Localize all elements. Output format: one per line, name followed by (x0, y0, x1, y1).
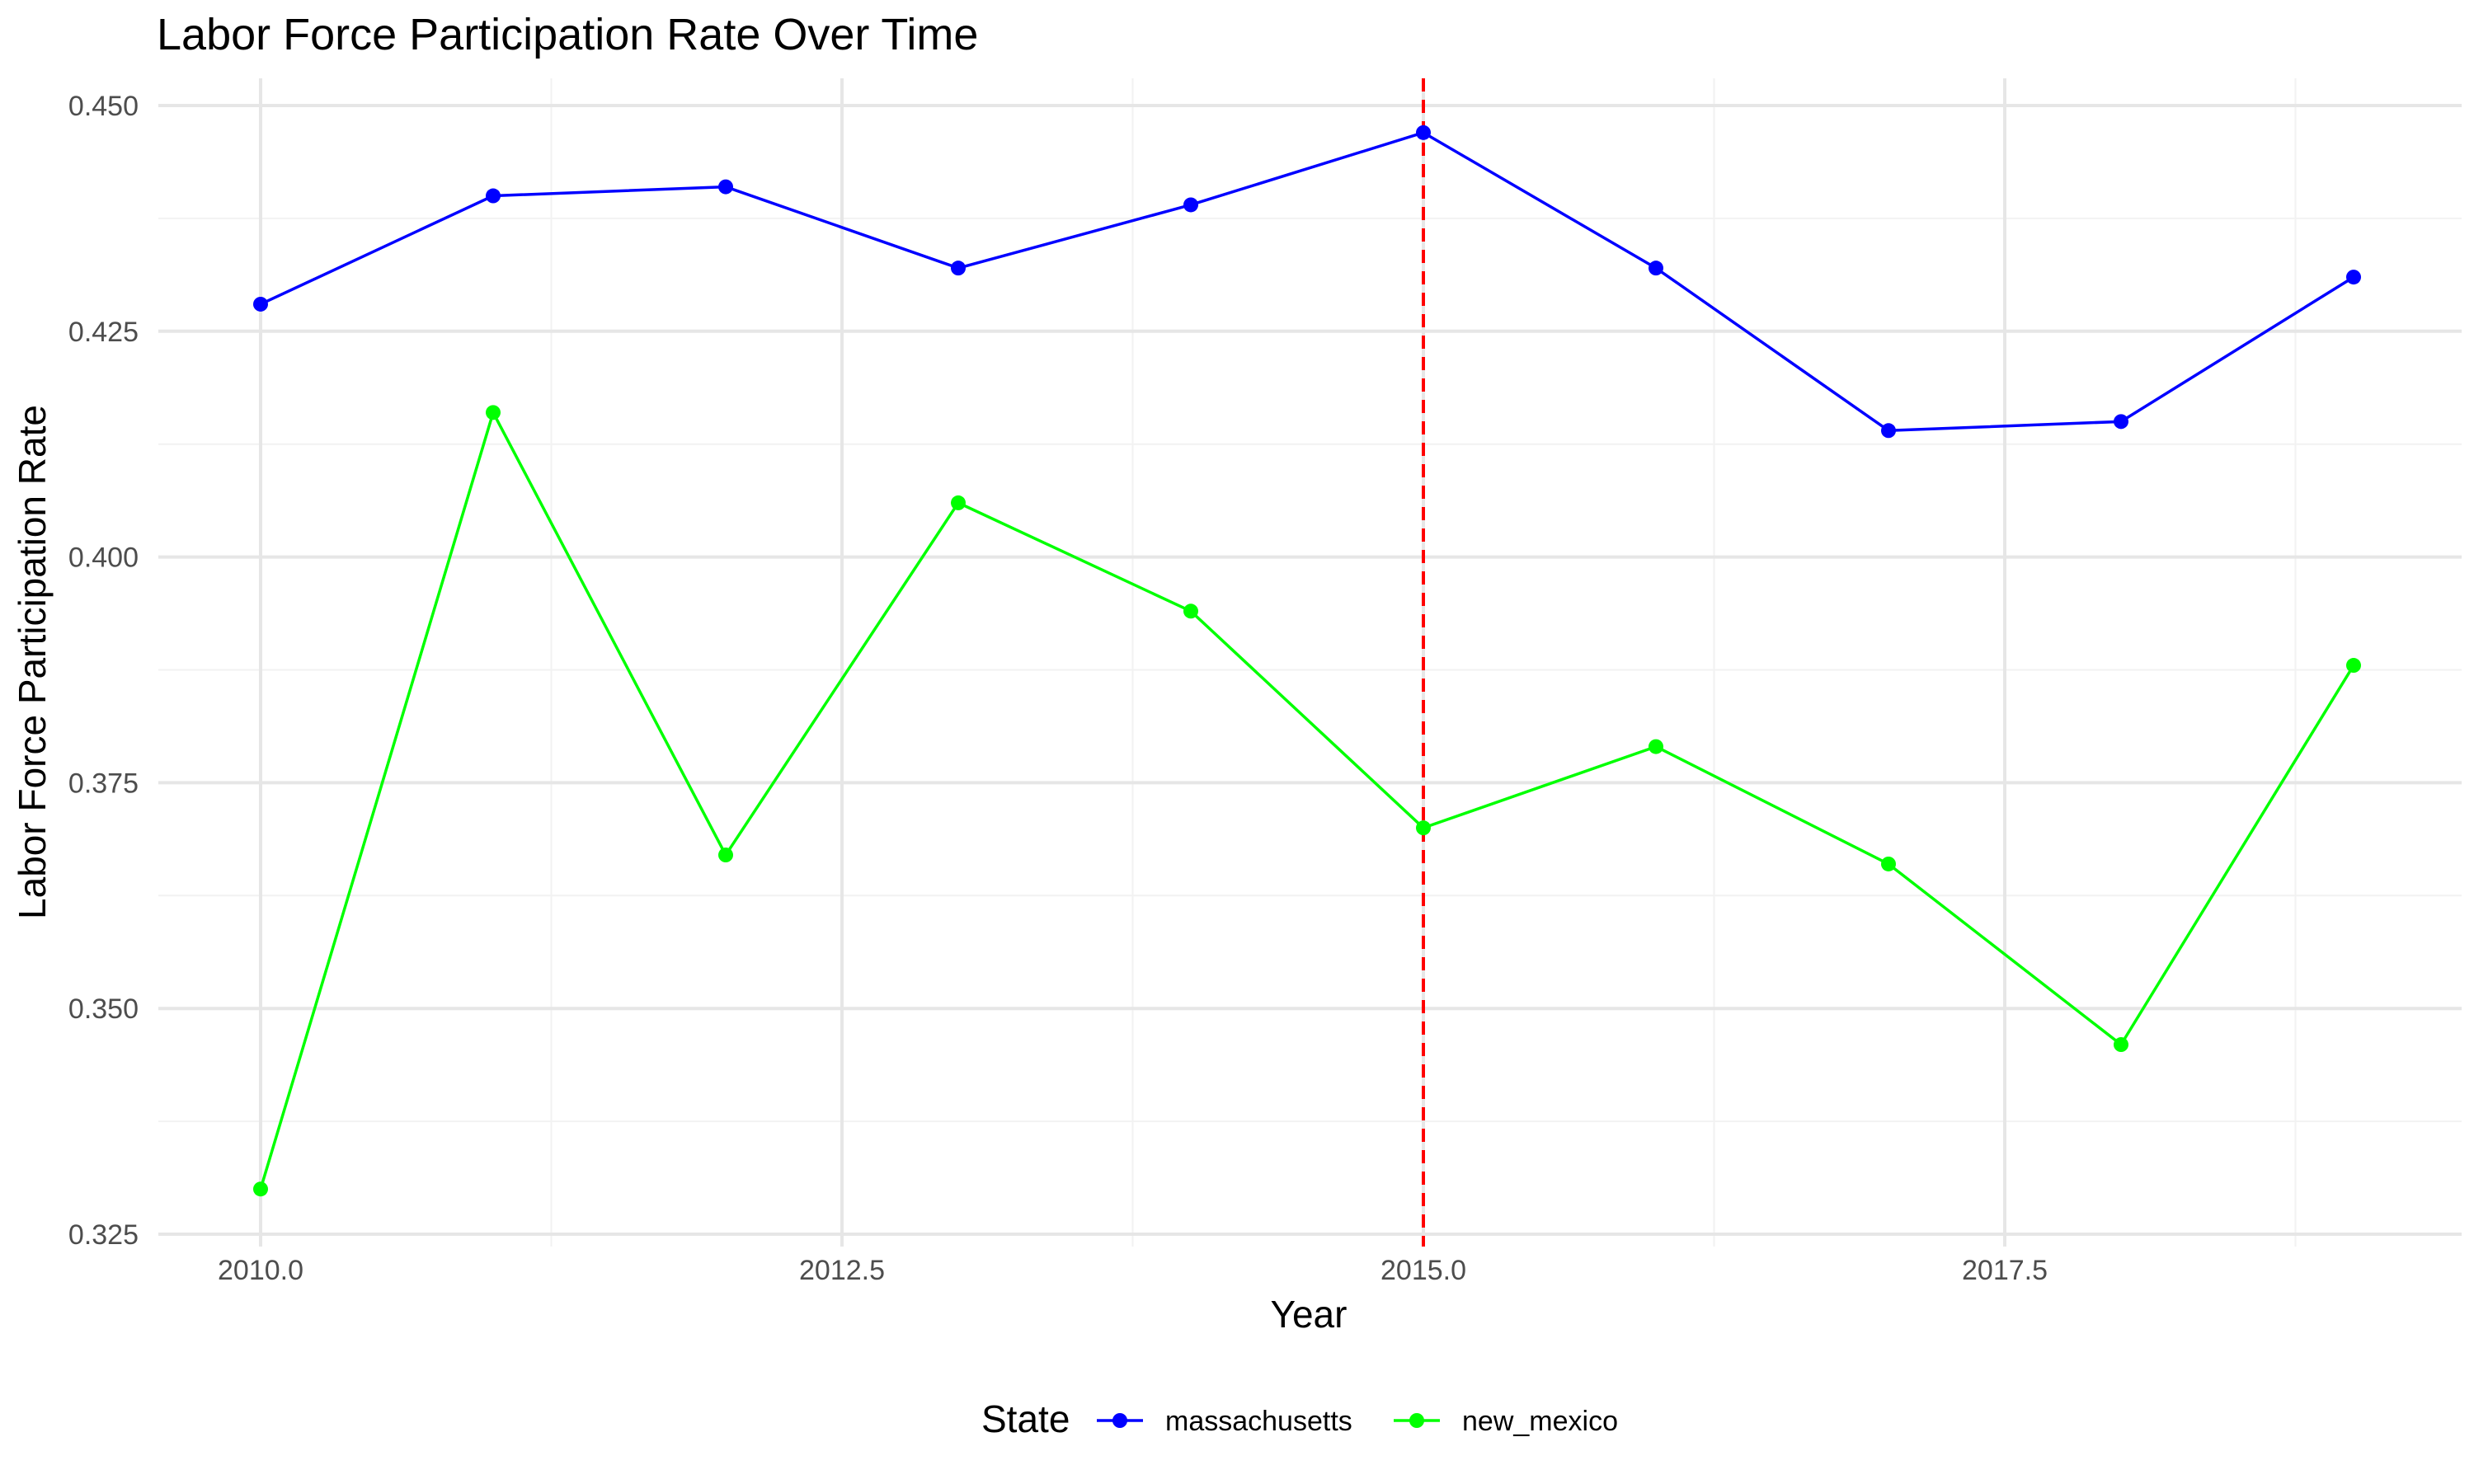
series-line (260, 131, 2354, 433)
data-point (1649, 739, 1663, 754)
data-point (2346, 658, 2361, 674)
legend-key-point (1112, 1413, 1127, 1428)
data-point (1416, 124, 1431, 140)
data-point (718, 179, 733, 195)
x-tick-label: 2015.0 (1380, 1255, 1466, 1286)
data-point (1649, 261, 1663, 276)
series-new_mexico (253, 405, 2361, 1197)
legend-title: State (981, 1397, 1070, 1440)
data-point (253, 296, 268, 312)
legend-item-massachusetts: massachusetts (1097, 1406, 1352, 1437)
y-tick-label: 0.425 (68, 317, 139, 348)
x-tick-label: 2010.0 (218, 1255, 303, 1286)
data-point (951, 495, 966, 510)
x-tick-label: 2017.5 (1962, 1255, 2048, 1286)
legend-label: massachusetts (1165, 1406, 1352, 1437)
data-point (1881, 423, 1896, 439)
data-point (718, 848, 733, 863)
data-point (486, 405, 501, 420)
data-point (1881, 856, 1896, 871)
y-axis-title: Labor Force Participation Rate (11, 405, 54, 919)
data-point (486, 188, 501, 204)
y-tick-label: 0.400 (68, 542, 139, 574)
legend-item-new_mexico: new_mexico (1394, 1406, 1618, 1437)
y-tick-label: 0.325 (68, 1219, 139, 1251)
legend-label: new_mexico (1462, 1406, 1618, 1437)
grid (158, 78, 2462, 1247)
series-line (259, 411, 2355, 1190)
chart-title: Labor Force Participation Rate Over Time (157, 10, 978, 59)
y-tick-label: 0.450 (68, 91, 139, 122)
data-point (2114, 414, 2128, 430)
series-layer (253, 124, 2361, 1197)
data-point (1416, 820, 1431, 836)
data-point (253, 1181, 268, 1197)
data-point (1183, 197, 1198, 213)
legend: State massachusetts new_mexico (981, 1397, 1618, 1440)
x-tick-labels: 2010.0 2012.5 2015.0 2017.5 (218, 1255, 2048, 1286)
y-tick-labels: 0.325 0.350 0.375 0.400 0.425 0.450 (68, 91, 139, 1251)
y-tick-label: 0.350 (68, 993, 139, 1025)
x-tick-label: 2012.5 (799, 1255, 885, 1286)
legend-key-point (1409, 1413, 1424, 1428)
data-point (1183, 603, 1198, 619)
series-massachusetts (253, 124, 2361, 439)
data-point (2346, 270, 2361, 285)
x-axis-title: Year (1271, 1293, 1348, 1336)
data-point (2114, 1037, 2128, 1053)
y-tick-label: 0.375 (68, 768, 139, 799)
data-point (951, 261, 966, 276)
